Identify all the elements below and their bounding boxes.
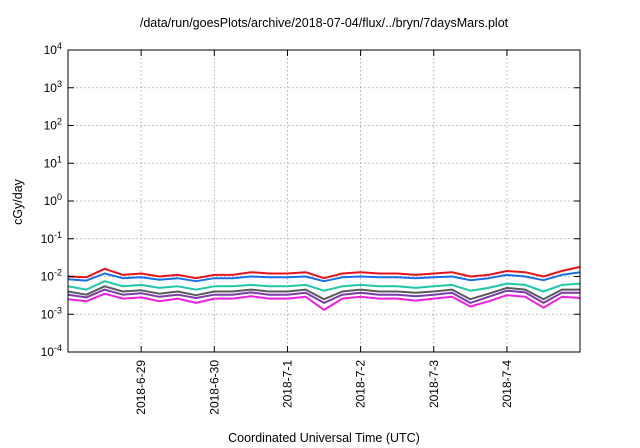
x-axis-label: Coordinated Universal Time (UTC): [228, 431, 420, 445]
plot-series: [67, 265, 581, 311]
series-line-4: [67, 285, 580, 301]
x-tick-label: 2018-6-29: [134, 360, 148, 415]
series-line-2: [67, 271, 581, 283]
y-tick-label: 103: [44, 79, 62, 95]
y-tick-label: 10-4: [41, 343, 62, 359]
y-axis-label: cGy/day: [11, 178, 25, 225]
series-line-1: [67, 265, 581, 280]
y-tick-label: 100: [44, 192, 62, 208]
x-axis: 2018-6-29 2018-6-30 2018-7-1 2018-7-2 2018-7…: [134, 50, 514, 415]
y-tick-label: 102: [44, 117, 62, 133]
y-tick-label: 10-1: [41, 230, 62, 246]
series-line-5: [67, 288, 580, 304]
x-tick-label: 2018-7-4: [500, 360, 514, 408]
chart-title: /data/run/goesPlots/archive/2018-07-04/f…: [140, 16, 509, 30]
x-tick-label: 2018-7-3: [427, 360, 441, 408]
y-tick-label: 10-2: [41, 268, 62, 284]
x-tick-label: 2018-7-2: [354, 360, 368, 408]
y-axis: 10-4 10-3 10-2 10-1 100 101 102 103 104: [41, 41, 580, 359]
y-tick-label: 104: [44, 41, 62, 57]
series-line-3: [67, 280, 581, 293]
y-tick-label: 101: [44, 154, 62, 170]
x-tick-label: 2018-7-1: [280, 360, 294, 408]
series-line-6: [67, 292, 581, 311]
grid: [68, 49, 580, 353]
y-tick-label: 10-3: [41, 305, 62, 321]
x-tick-label: 2018-6-30: [207, 360, 221, 415]
